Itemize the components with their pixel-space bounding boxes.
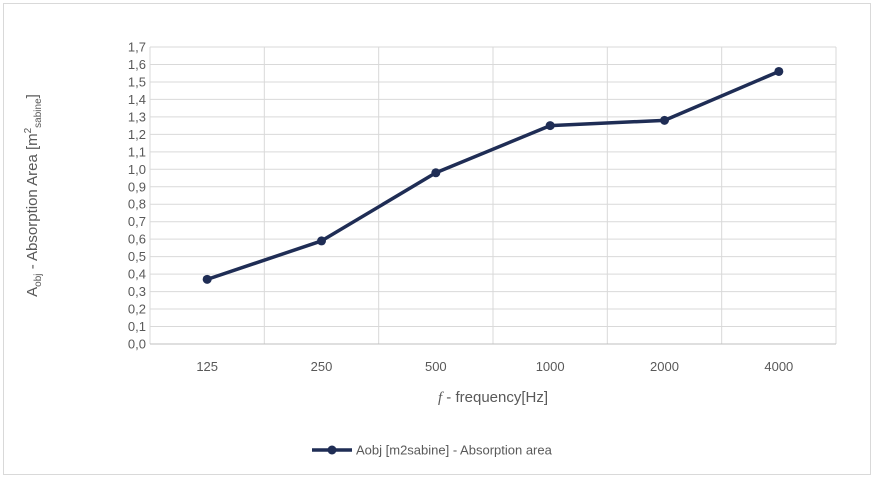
x-axis-title: f - frequency[Hz]	[438, 389, 548, 406]
y-tick-label: 0,5	[128, 249, 146, 264]
data-point	[660, 115, 669, 125]
legend-marker	[327, 445, 337, 455]
y-tick-label: 1,6	[128, 57, 146, 72]
legend-label: Aobj [m2sabine] - Absorption area	[356, 443, 553, 458]
x-tick-label: 1000	[536, 359, 565, 374]
x-tick-label: 125	[196, 359, 218, 374]
y-tick-label: 1,4	[128, 92, 146, 107]
y-tick-label: 0,9	[128, 179, 146, 194]
data-point	[317, 236, 326, 246]
y-axis-title: Aobj - Absorption Area [m2sabine]	[23, 94, 44, 297]
y-tick-label: 0,3	[128, 284, 146, 299]
y-tick-label: 1,5	[128, 74, 146, 89]
series-line	[205, 69, 781, 282]
y-tick-label: 1,2	[128, 127, 146, 142]
x-tick-label: 2000	[650, 359, 679, 374]
y-tick-label: 1,7	[128, 40, 146, 55]
y-tick-label: 0,2	[128, 302, 146, 317]
data-point	[774, 66, 784, 76]
x-tick-label: 250	[311, 359, 333, 374]
data-point	[545, 121, 555, 131]
chart-frame: 0,0 0,1 0,2 0,3 0,4 0,5 0,6 0,7 0,8 0,9 1,0 1,1 1,2 1…	[3, 3, 871, 475]
line-chart: 0,0 0,1 0,2 0,3 0,4 0,5 0,6 0,7 0,8 0,9 1,0 1,1 1,2 1…	[23, 40, 837, 458]
y-tick-label: 1,1	[128, 144, 146, 159]
y-tick-label: 0,7	[128, 214, 146, 229]
y-tick-label: 1,3	[128, 109, 146, 124]
y-tick-label: 0,6	[128, 232, 146, 247]
y-tick-label: 1,0	[128, 162, 146, 177]
data-point	[202, 274, 212, 284]
x-tick-label: 4000	[764, 359, 793, 374]
y-tick-label: 0,0	[128, 337, 146, 352]
data-point	[431, 168, 441, 178]
legend: Aobj [m2sabine] - Absorption area	[312, 443, 553, 458]
x-tick-label: 500	[425, 359, 447, 374]
y-tick-label: 0,8	[128, 197, 146, 212]
y-tick-label: 0,1	[128, 319, 146, 334]
y-tick-label: 0,4	[128, 267, 146, 282]
